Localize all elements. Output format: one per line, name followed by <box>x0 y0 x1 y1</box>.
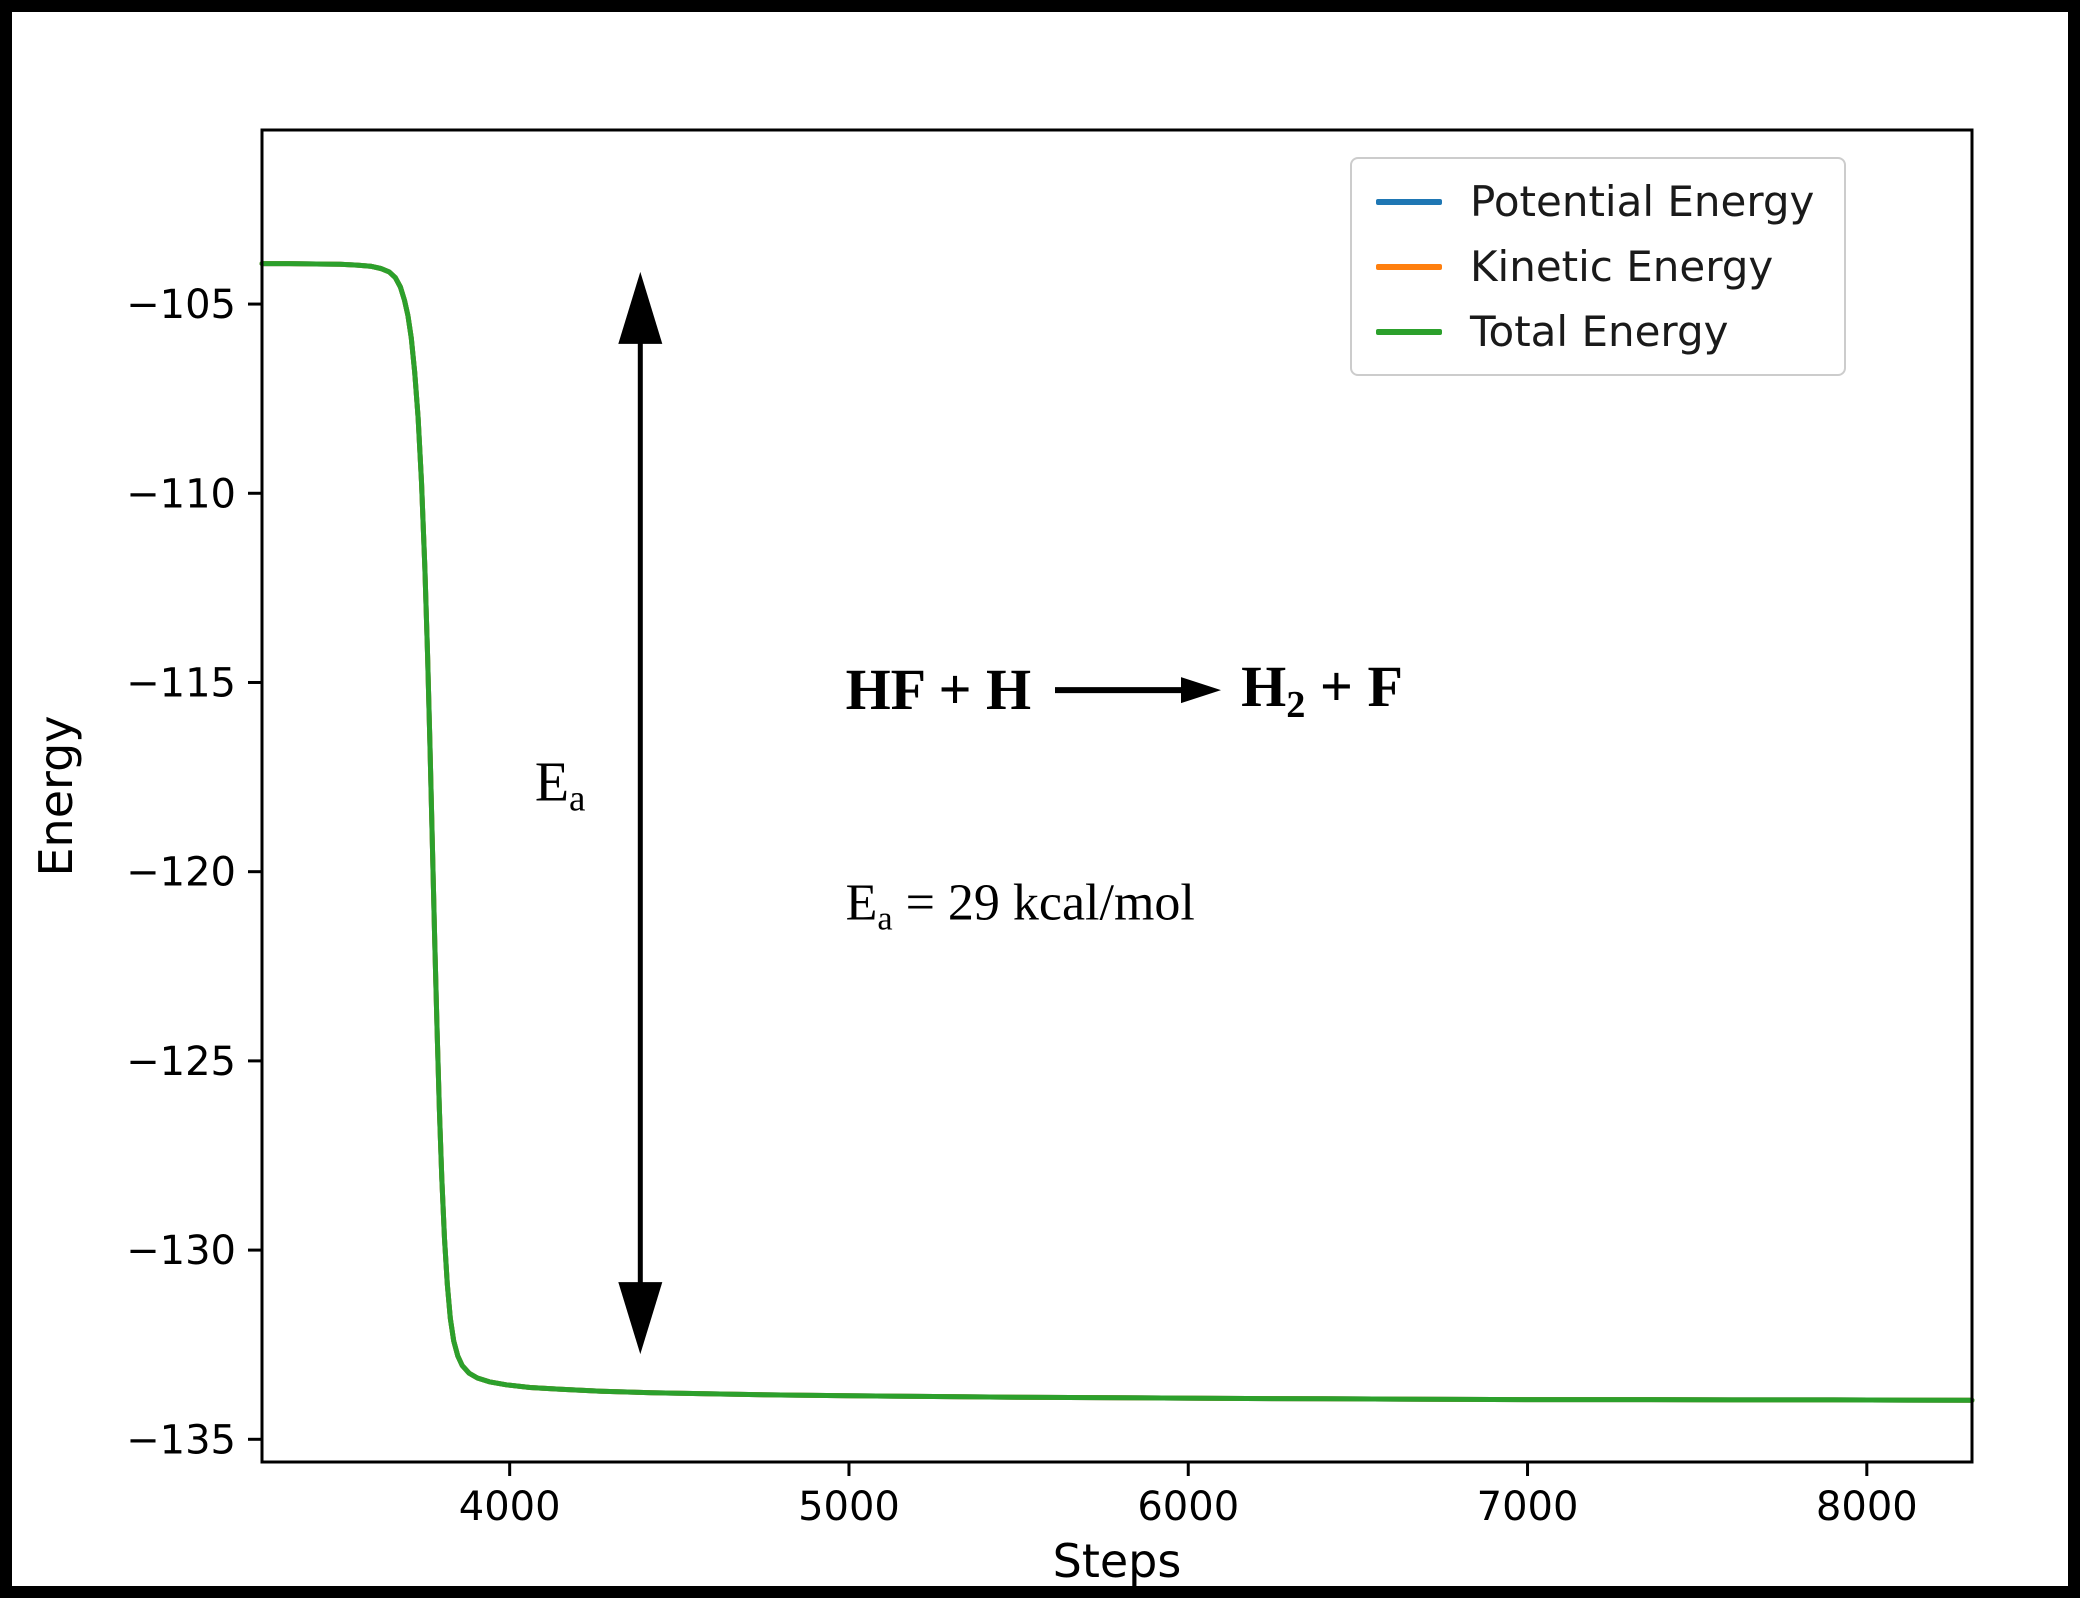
y-tick-label: −120 <box>126 850 236 896</box>
x-tick-label: 4000 <box>459 1484 561 1530</box>
y-tick-label: −130 <box>126 1228 236 1274</box>
total-energy-line <box>259 261 1975 1403</box>
x-tick-label: 7000 <box>1477 1484 1579 1530</box>
y-tick-label: −135 <box>126 1417 236 1463</box>
y-tick-label: −105 <box>126 282 236 328</box>
y-tick-label: −115 <box>126 660 236 706</box>
ea-arrow-head-down <box>618 1282 663 1355</box>
y-axis-label: Energy <box>29 715 83 877</box>
ea-arrow-head-up <box>618 271 663 344</box>
plot-border <box>260 128 1974 1464</box>
y-tick-label: −125 <box>126 1039 236 1085</box>
x-tick-label: 8000 <box>1816 1484 1918 1530</box>
kinetic-energy-line <box>259 261 1975 1403</box>
plot-area: 4000 5000 6000 7000 8000 −105 −110 −115 −120 −125… <box>126 128 1975 1530</box>
y-tick-label: −110 <box>126 471 236 517</box>
x-axis-label: Steps <box>1052 1534 1182 1588</box>
potential-energy-line <box>259 261 1975 1403</box>
x-tick-label: 6000 <box>1137 1484 1239 1530</box>
x-tick-label: 5000 <box>798 1484 900 1530</box>
